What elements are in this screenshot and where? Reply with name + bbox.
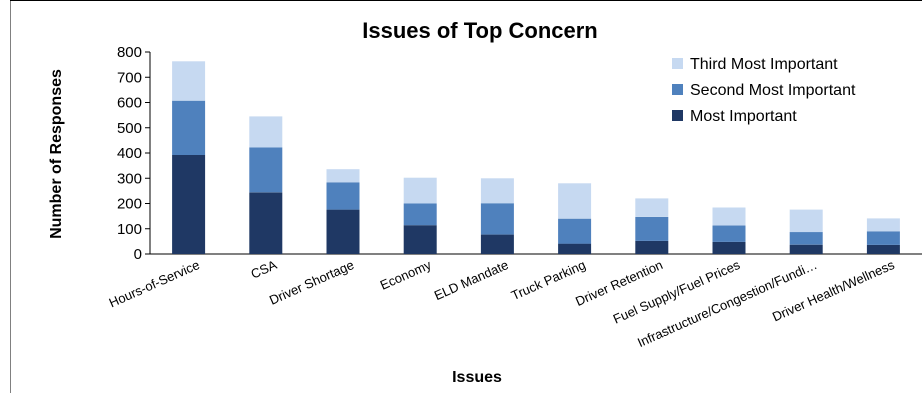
bar-segment-second-most-important bbox=[789, 232, 823, 245]
bar-segment-most-important bbox=[558, 243, 592, 254]
x-tick-label: ELD Mandate bbox=[432, 257, 511, 303]
bar-segment-second-most-important bbox=[403, 203, 437, 226]
bar-segment-second-most-important bbox=[249, 147, 283, 193]
bar-segment-second-most-important bbox=[712, 225, 746, 242]
y-tick-label: 600 bbox=[117, 95, 142, 112]
bar-segment-third-most-important bbox=[172, 61, 206, 101]
stacked-bar-chart: Issues of Top Concern Number of Response… bbox=[9, 0, 922, 393]
legend-label: Third Most Important bbox=[690, 56, 838, 73]
bar-segment-most-important bbox=[635, 240, 669, 254]
bar-segment-most-important bbox=[712, 241, 746, 254]
y-tick-label: 700 bbox=[117, 69, 142, 86]
x-axis-label: Issues bbox=[452, 369, 502, 386]
bar-segment-second-most-important bbox=[172, 100, 206, 155]
bar-segment-third-most-important bbox=[249, 116, 283, 148]
chart-title: Issues of Top Concern bbox=[362, 18, 598, 43]
legend-swatch bbox=[672, 84, 683, 95]
bar-segment-most-important bbox=[866, 244, 900, 254]
bar-segment-most-important bbox=[480, 234, 514, 254]
legend-label: Second Most Important bbox=[690, 82, 856, 99]
x-tick-label: Driver Shortage bbox=[267, 257, 356, 308]
bar-segment-second-most-important bbox=[480, 203, 514, 235]
x-tick-label: Hours-of-Service bbox=[107, 257, 202, 310]
y-tick-label: 300 bbox=[117, 170, 142, 187]
x-tick-label: Economy bbox=[378, 257, 434, 293]
bar-segment-second-most-important bbox=[635, 216, 669, 241]
bar-segment-third-most-important bbox=[712, 207, 746, 226]
bar-segment-most-important bbox=[249, 192, 283, 254]
bar-segment-third-most-important bbox=[866, 218, 900, 232]
bar-segment-third-most-important bbox=[635, 198, 669, 217]
chart-legend: Third Most Important Second Most Importan… bbox=[672, 56, 856, 125]
legend-label: Most Important bbox=[690, 108, 797, 125]
x-tick-label: Fuel Supply/Fuel Prices bbox=[611, 257, 743, 327]
bar-segment-third-most-important bbox=[558, 183, 592, 219]
y-axis-label: Number of Responses bbox=[48, 69, 65, 239]
bar-segment-third-most-important bbox=[326, 169, 360, 183]
bar-segment-second-most-important bbox=[326, 182, 360, 210]
x-tick-label: CSA bbox=[248, 257, 279, 282]
y-tick-label: 0 bbox=[134, 246, 142, 263]
legend-swatch bbox=[672, 110, 683, 121]
bar-segment-most-important bbox=[789, 244, 823, 254]
y-tick-label: 800 bbox=[117, 44, 142, 61]
legend-swatch bbox=[672, 58, 683, 69]
y-tick-label: 100 bbox=[117, 221, 142, 238]
bar-segment-second-most-important bbox=[866, 231, 900, 245]
y-tick-label: 200 bbox=[117, 196, 142, 213]
bar-segment-third-most-important bbox=[480, 178, 514, 204]
bar-segment-most-important bbox=[326, 209, 360, 254]
bar-segment-second-most-important bbox=[558, 218, 592, 244]
bar-segment-third-most-important bbox=[403, 177, 437, 204]
bar-segment-third-most-important bbox=[789, 209, 823, 233]
y-tick-label: 500 bbox=[117, 120, 142, 137]
chart-container: Issues of Top Concern Number of Response… bbox=[9, 0, 922, 393]
bar-segment-most-important bbox=[172, 155, 206, 254]
y-tick-label: 400 bbox=[117, 145, 142, 162]
bar-segment-most-important bbox=[403, 225, 437, 254]
